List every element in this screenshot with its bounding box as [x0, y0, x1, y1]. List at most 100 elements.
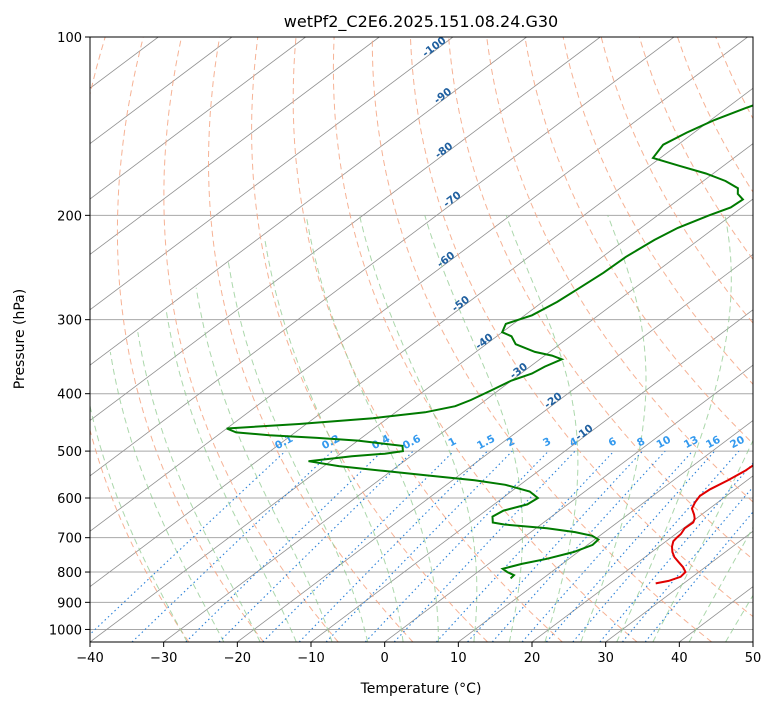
x-tick-label: 50 [745, 651, 762, 666]
moist-adiabat-line [227, 262, 369, 642]
isotherm-line [90, 37, 454, 311]
chart-title: wetPf2_C2E6.2025.151.08.24.G30 [284, 12, 558, 32]
mixing-ratio-line [599, 462, 753, 642]
x-tick-label: −40 [76, 651, 103, 666]
isotherm-label: -80 [433, 140, 455, 161]
mixing-ratio-label: 16 [704, 434, 723, 451]
y-tick-label: 400 [57, 388, 82, 403]
mixing-ratio-label: 10 [655, 434, 674, 451]
dry-adiabat-line [163, 37, 339, 642]
x-tick-label: −20 [224, 651, 251, 666]
isotherm-line [0, 37, 11, 642]
isotherm-line [163, 198, 753, 642]
x-tick-label: 0 [381, 651, 389, 666]
moist-adiabat-line [305, 215, 439, 642]
isotherm-line [679, 586, 753, 642]
moist-adiabat-line [165, 310, 297, 642]
mixing-ratio-line [621, 486, 753, 642]
moist-adiabat-line [505, 215, 579, 642]
x-tick-label: −10 [297, 651, 324, 666]
isotherm-line [90, 37, 306, 200]
isotherm-line [752, 641, 753, 642]
isotherm-line [90, 87, 753, 588]
moist-adiabat-line [652, 439, 753, 642]
dry-adiabat-line [292, 37, 563, 642]
mixing-ratio-line [90, 450, 286, 636]
isotherm-line [90, 37, 601, 422]
x-tick-label: 10 [450, 651, 467, 666]
y-tick-label: 700 [57, 532, 82, 547]
dewpoint-line [226, 104, 753, 580]
moist-adiabat-line [616, 215, 732, 642]
mixing-ratio-line [393, 450, 576, 642]
mixing-ratio-line [185, 450, 383, 642]
dry-adiabat-line [332, 37, 638, 642]
mixing-ratio-label: 6 [607, 435, 619, 449]
mixing-ratio-label: 20 [728, 434, 747, 451]
moist-adiabat-line [195, 287, 333, 642]
mixing-ratio-label: 13 [682, 434, 701, 451]
dry-adiabat-line [448, 37, 753, 561]
mixing-ratio-line [572, 450, 740, 642]
isotherm-line [90, 37, 380, 255]
y-tick-label: 600 [57, 492, 82, 507]
y-tick-label: 500 [57, 445, 82, 460]
isotherm-line [384, 364, 753, 642]
dry-adiabat-line [754, 37, 775, 642]
mixing-ratio-label: 25 [753, 434, 772, 451]
dry-adiabat-line [207, 37, 414, 642]
moist-adiabat-line [137, 332, 261, 642]
isotherm-line [90, 143, 753, 642]
isotherm-line [237, 253, 753, 642]
moist-adiabat-line [359, 215, 478, 642]
y-tick-label: 900 [57, 596, 82, 611]
moist-adiabat-line [109, 351, 225, 642]
moist-adiabat-line [424, 215, 523, 642]
isotherm-label: -100 [420, 35, 448, 60]
dry-adiabat-line [486, 37, 753, 503]
mixing-ratio-line [435, 450, 615, 642]
y-tick-label: 800 [57, 566, 82, 581]
dry-adiabat-line [371, 37, 713, 642]
moist-adiabat-line [90, 403, 188, 642]
mixing-ratio-label: 2 [505, 435, 517, 449]
plot-frame [89, 36, 754, 643]
isotherm-line [90, 37, 233, 145]
dry-adiabat-line [116, 37, 264, 642]
mixing-ratio-line [131, 450, 333, 642]
y-axis: 100 200 300 400 500 600 700 800 900 1000 [49, 31, 90, 638]
dry-adiabat-line [715, 37, 753, 120]
background-lines [0, 37, 775, 642]
isotherm-line [531, 475, 753, 642]
x-axis-label: Temperature (°C) [360, 681, 482, 697]
isotherm-label: -90 [432, 86, 454, 107]
dry-adiabat-line [562, 37, 753, 385]
isotherm-line [90, 37, 527, 366]
mixing-ratio-line [325, 450, 513, 642]
isotherm-label: -70 [441, 189, 463, 210]
moist-adiabat-line [580, 215, 647, 642]
mixing-ratio-line [521, 450, 694, 642]
x-tick-label: 30 [597, 651, 614, 666]
profiles [226, 104, 753, 585]
isotherm-label: -50 [450, 294, 472, 315]
moist-adiabat-line [688, 526, 753, 642]
x-tick-label: 20 [524, 651, 541, 666]
isotherm-line [90, 37, 748, 532]
isotherm-label: -60 [435, 249, 457, 270]
temperature-line [655, 464, 753, 585]
dry-adiabat-line [90, 37, 190, 642]
mixing-ratio-line [364, 450, 549, 642]
mixing-ratio-line [218, 450, 414, 642]
x-tick-label: 40 [671, 651, 688, 666]
dry-adiabat-line [524, 37, 753, 445]
moist-adiabat-line [725, 594, 753, 642]
isotherm-line [90, 37, 675, 477]
x-tick-label: −30 [150, 651, 177, 666]
y-tick-label: 200 [57, 209, 82, 224]
mixing-ratio-label: 0.2 [320, 433, 342, 452]
x-axis: −40 −30 −20 −10 0 10 20 30 40 50 [76, 642, 761, 666]
y-tick-label: 1000 [49, 623, 82, 638]
mixing-ratio-label: 1 [446, 435, 458, 449]
moist-adiabat-line [264, 239, 404, 642]
